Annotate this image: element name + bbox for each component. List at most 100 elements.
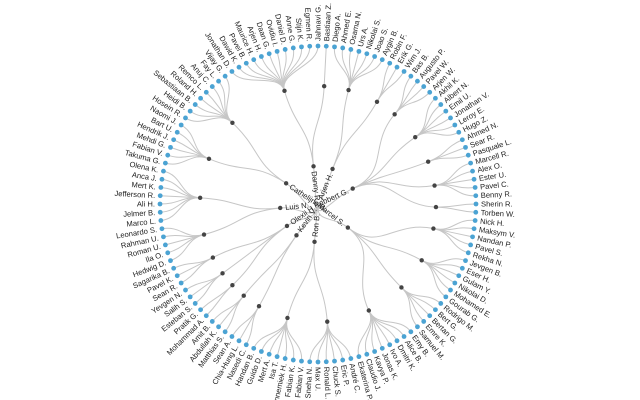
leaf-node-dot [463, 258, 468, 264]
leaf-name-label: Marco L. [126, 217, 156, 229]
leaf-node-dot [174, 129, 180, 135]
leaf-node-dot [372, 54, 378, 59]
leaf-node-dot [159, 226, 165, 232]
tree-link [352, 136, 416, 190]
internal-node-dot [201, 232, 207, 237]
tree-link [180, 257, 214, 284]
internal-node-dot [425, 159, 431, 164]
tree-link [421, 259, 447, 298]
tree-link [435, 206, 476, 213]
branch-name-label: Ron B. [311, 213, 322, 237]
leaf-node-dot [243, 60, 249, 66]
leaf-node-dot [438, 301, 444, 306]
internal-node-dot [284, 223, 290, 229]
leaf-node-dot [290, 357, 296, 363]
leaf-node-dot [161, 234, 166, 240]
tree-link [283, 45, 319, 92]
leaf-name-label: Jahnavi G. [314, 5, 323, 41]
tree-link [170, 234, 205, 262]
tree-link [205, 284, 233, 317]
leaf-node-dot [372, 349, 378, 354]
leaf-node-dot [307, 43, 313, 49]
tree-link [208, 158, 287, 184]
leaf-node-dot [379, 57, 385, 63]
leaf-node-dot [171, 137, 177, 143]
leaf-node-dot [459, 265, 465, 271]
tree-link [313, 166, 319, 210]
leaf-node-dot [401, 334, 407, 339]
tree-link [323, 46, 327, 87]
tree-link [176, 131, 210, 160]
tree-link [194, 272, 223, 304]
tree-link [243, 235, 297, 297]
internal-node-dot [241, 293, 246, 298]
tree-link [232, 122, 287, 184]
leaf-node-dot [468, 242, 474, 248]
internal-node-dot [433, 204, 439, 210]
leaf-name-label: Benny R. [481, 189, 513, 200]
leaf-node-dot [236, 64, 242, 70]
tree-link [347, 227, 422, 261]
tree-link [347, 227, 370, 311]
leaf-name-label: Bastiaan Z. [322, 3, 333, 42]
leaf-node-dot [448, 115, 453, 121]
leaf-node-dot [222, 73, 228, 79]
leaf-node-dot [251, 57, 257, 63]
leaf-node-dot [443, 108, 449, 114]
leaf-node-dot [209, 84, 215, 89]
leaf-name-label: Jelmer B. [123, 208, 156, 219]
leaf-node-dot [433, 95, 438, 101]
leaf-name-label: Fabian V. [293, 366, 305, 399]
leaf-node-dot [323, 43, 329, 49]
leaf-node-dot [157, 193, 163, 199]
leaf-node-dot [307, 359, 313, 365]
leaf-node-dot [427, 89, 433, 95]
leaf-node-dot [471, 176, 477, 182]
leaf-node-dot [415, 78, 420, 84]
leaf-node-dot [463, 144, 468, 150]
leaf-node-dot [470, 168, 475, 174]
leaf-node-dot [187, 108, 193, 114]
leaf-node-dot [282, 47, 288, 52]
leaf-node-dot [408, 73, 414, 79]
tree-link [332, 101, 378, 170]
leaf-node-dot [379, 345, 385, 351]
leaf-node-dot [465, 250, 471, 256]
leaf-node-dot [198, 95, 203, 101]
leaf-node-dot [274, 354, 280, 360]
leaf-node-dot [209, 319, 215, 324]
internal-node-dot [346, 87, 351, 93]
tree-link [434, 184, 476, 197]
leaf-name-label: Ronald L. [322, 367, 333, 400]
leaf-node-dot [456, 129, 462, 135]
internal-node-dot [392, 112, 397, 117]
leaf-node-dot [421, 319, 427, 324]
leaf-node-dot [266, 51, 272, 57]
tree-link [165, 156, 210, 165]
leaf-name-label: Egmen R. [303, 7, 314, 41]
leaf-name-label: Sneha N. [303, 367, 314, 399]
tree-link [332, 89, 350, 170]
tree-link [435, 203, 477, 208]
tree-link [433, 228, 469, 254]
leaf-node-dot [162, 160, 168, 166]
leaf-node-dot [171, 265, 177, 271]
leaf-node-dot [168, 258, 173, 264]
internal-node-dot [256, 303, 262, 309]
internal-node-dot [350, 186, 355, 191]
internal-node-dot [197, 195, 203, 201]
leaf-node-dot [471, 226, 477, 232]
tree-link [357, 310, 372, 357]
tree-link [433, 228, 471, 246]
leaf-node-dot [438, 102, 444, 107]
tree-link [200, 197, 281, 210]
leaf-name-label: Diego A. [331, 13, 343, 43]
tree-link [401, 287, 436, 311]
leaf-node-dot [299, 358, 304, 364]
leaf-name-label: Pavel C. [480, 180, 509, 192]
leaf-node-dot [456, 273, 462, 279]
tree-link [376, 71, 405, 103]
leaf-name-label: Chuck S. [330, 366, 342, 398]
leaf-node-dot [161, 168, 166, 174]
leaf-node-dot [433, 307, 438, 313]
